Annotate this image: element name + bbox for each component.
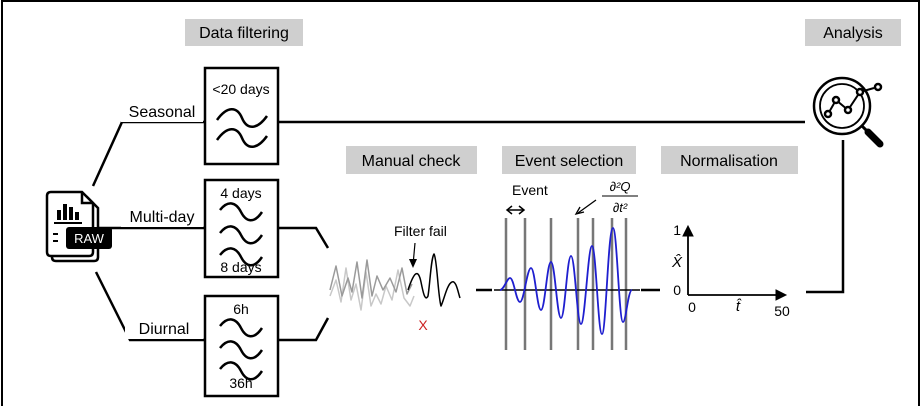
raw-data-file-icon: RAW: [45, 190, 112, 263]
manual-check-plot: [329, 242, 461, 311]
event-selection-plot: [494, 199, 640, 350]
magnifier-analytics-icon: [812, 76, 884, 148]
filter-box-diurnal: [203, 294, 280, 398]
norm-x-symbol: t̂: [736, 298, 742, 315]
filter-label-multiday-bottom: 8 days: [220, 259, 261, 275]
norm-x-right: 50: [774, 303, 790, 319]
wave-icon-multiday: [219, 202, 264, 267]
wave-icon-seasonal: [215, 108, 269, 148]
stage-box-manual-check: [346, 146, 477, 174]
raw-badge-label: RAW: [74, 231, 105, 246]
stage-box-analysis: [805, 19, 901, 46]
stage-box-normalisation: [661, 146, 798, 174]
event-width-arrow: [505, 205, 526, 215]
event-label: Event: [512, 182, 548, 198]
event-signal-curve: [499, 227, 633, 335]
filter-label-multiday-top: 4 days: [220, 185, 261, 201]
filter-label-seasonal: <20 days: [212, 81, 269, 97]
norm-x-left: 0: [688, 299, 696, 315]
raw-badge: [66, 227, 112, 249]
stage-box-event-selection: [502, 146, 636, 174]
svg-text:∂²Q: ∂²Q: [610, 179, 631, 194]
signal-trace-filtered: [407, 253, 461, 307]
norm-y-top: 1: [673, 222, 681, 238]
wave-icon-diurnal: [219, 318, 264, 381]
signal-trace-light: [329, 267, 415, 311]
norm-y-bottom: 0: [673, 282, 681, 298]
filter-label-diurnal-top: 6h: [233, 301, 249, 317]
branch-label-seasonal: Seasonal: [129, 104, 196, 121]
filter-fail-mark: X: [418, 317, 428, 333]
stage-label-analysis: Analysis: [823, 25, 883, 42]
signal-trace-mid: [329, 259, 413, 299]
event-bounds: [504, 218, 628, 350]
derivative-arrow: [574, 199, 597, 216]
stage-label-event-selection: Event selection: [515, 153, 624, 170]
stage-box-filtering: [185, 19, 303, 46]
filter-box-multiday: [203, 178, 280, 279]
stage-label-normalisation: Normalisation: [680, 153, 778, 170]
filter-label-diurnal-bottom: 36h: [229, 375, 252, 391]
branch-label-multiday: Multi-day: [130, 209, 195, 226]
normalisation-plot: [682, 224, 788, 301]
norm-y-symbol: X̂: [671, 254, 683, 271]
stage-label-filtering: Data filtering: [199, 25, 289, 42]
stage-label-manual-check: Manual check: [362, 153, 462, 170]
branch-label-diurnal: Diurnal: [139, 321, 190, 338]
second-derivative-formula: ∂²Q ∂t²: [602, 179, 638, 215]
filter-fail-label: Filter fail: [394, 223, 447, 239]
svg-text:∂t²: ∂t²: [613, 200, 628, 215]
